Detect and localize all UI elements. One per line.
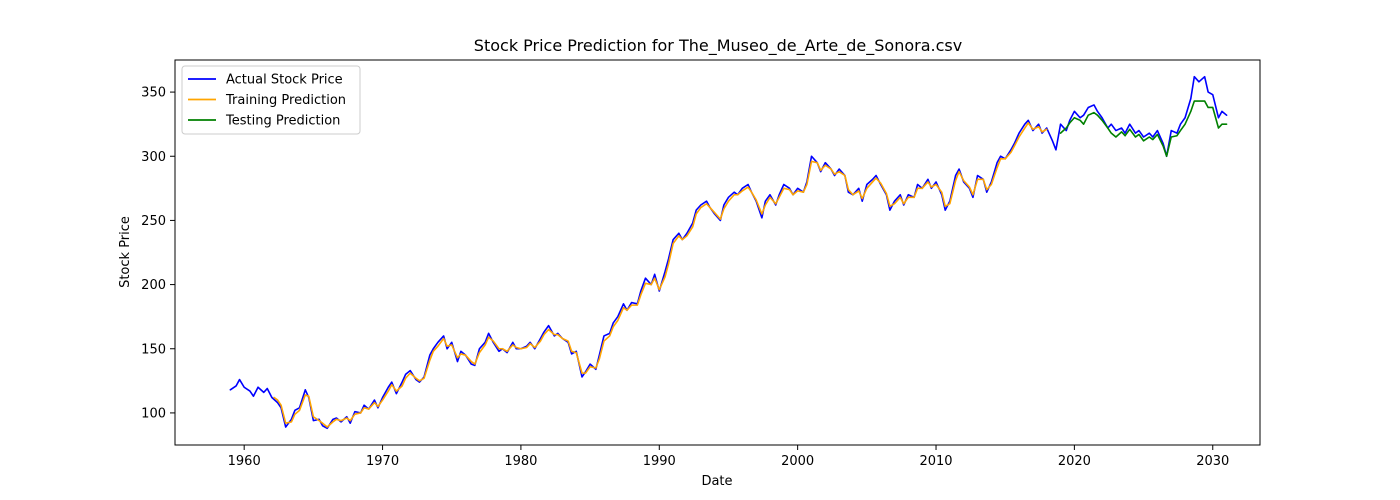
legend-label-0: Actual Stock Price	[226, 73, 343, 88]
series-line-2	[1059, 100, 1228, 158]
x-tick-label: 1960	[228, 454, 261, 469]
legend-box	[181, 65, 361, 135]
x-tick-label: 2010	[919, 454, 952, 469]
series-line-0	[229, 75, 1228, 430]
x-tick-label: 2030	[1196, 454, 1229, 469]
y-tick-label: 350	[141, 86, 166, 101]
legend-entries: Actual Stock Price Training Prediction Tes…	[188, 73, 346, 129]
x-tick-label: 1970	[366, 454, 399, 469]
y-tick-label: 300	[141, 150, 166, 165]
x-tick-label: 2020	[1058, 454, 1091, 469]
legend-label-1: Training Prediction	[225, 93, 346, 108]
plot-frame	[174, 59, 1261, 446]
y-tick-label: 250	[141, 214, 166, 229]
y-axis-ticks: 100 150 200 250 300 350	[141, 86, 175, 421]
y-tick-label: 100	[141, 406, 166, 421]
chart-title: Stock Price Prediction for The_Museo_de_…	[474, 36, 962, 56]
x-tick-label: 1990	[643, 454, 676, 469]
y-axis-label: Stock Price	[118, 216, 133, 288]
series-layer	[229, 75, 1228, 430]
legend-label-2: Testing Prediction	[225, 114, 340, 129]
x-axis-label: Date	[701, 474, 732, 489]
y-tick-label: 200	[141, 278, 166, 293]
y-tick-label: 150	[141, 342, 166, 357]
x-tick-label: 1980	[504, 454, 537, 469]
x-axis-ticks: 1960 1970 1980 1990 2000 2010 2020 2030	[228, 445, 1229, 469]
series-line-1	[273, 122, 1048, 428]
legend: Actual Stock Price Training Prediction Tes…	[181, 65, 361, 135]
x-tick-label: 2000	[781, 454, 814, 469]
